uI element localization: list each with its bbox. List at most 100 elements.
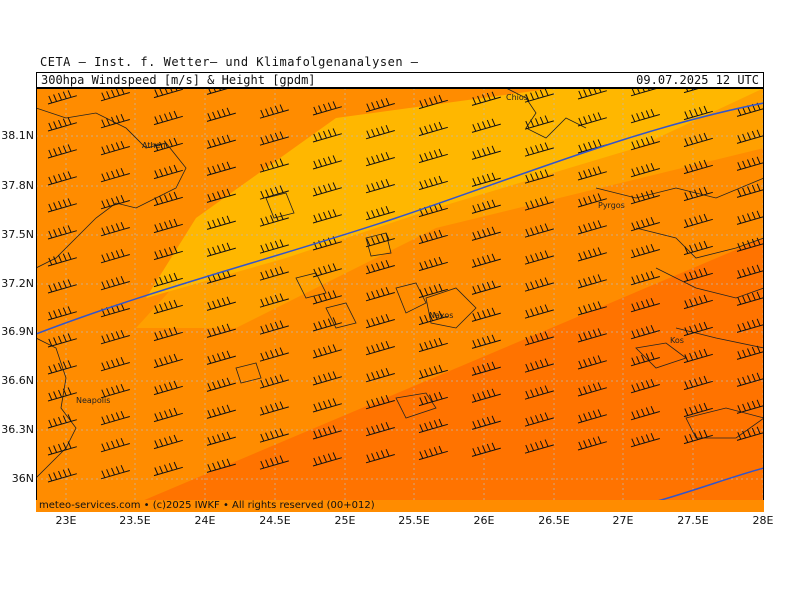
wind-barb xyxy=(312,317,342,332)
wind-barb xyxy=(259,320,289,335)
wind-barb xyxy=(153,326,183,342)
wind-barb xyxy=(312,182,342,197)
wind-barb xyxy=(471,91,501,106)
wind-barb xyxy=(736,264,764,279)
weather-map: Chios Athen Pyrgos Naxos Kos Neapolis xyxy=(36,88,764,512)
wind-barb xyxy=(47,333,77,348)
wind-barb xyxy=(577,88,607,100)
wind-barb xyxy=(683,240,713,256)
wind-barb xyxy=(47,441,77,456)
wind-barb xyxy=(471,199,501,214)
wind-barb xyxy=(683,213,713,229)
wind-barb xyxy=(418,202,448,218)
wind-barb xyxy=(683,429,713,445)
wind-barb xyxy=(683,321,713,337)
wind-barb xyxy=(206,188,236,203)
wind-barb xyxy=(153,299,183,315)
wind-barb xyxy=(365,422,395,437)
wind-barb xyxy=(259,401,289,416)
wind-barb xyxy=(153,164,183,180)
wind-barb xyxy=(365,206,395,221)
lon-tick-label: 25E xyxy=(334,514,356,527)
wind-barb xyxy=(683,375,713,391)
wind-barb xyxy=(418,256,448,272)
wind-barb xyxy=(206,377,236,392)
wind-barb xyxy=(206,458,236,473)
wind-barb xyxy=(259,212,289,227)
wind-barb xyxy=(365,287,395,302)
wind-barb xyxy=(100,411,130,426)
wind-barb xyxy=(100,438,130,453)
lon-tick-label: 28E xyxy=(752,514,774,527)
wind-barb xyxy=(365,152,395,167)
wind-barb xyxy=(471,307,501,322)
wind-barb xyxy=(418,121,448,137)
wind-barb xyxy=(153,434,183,450)
wind-barb xyxy=(524,385,554,400)
wind-barb xyxy=(47,171,77,186)
wind-barb xyxy=(153,461,183,477)
wind-barb xyxy=(312,128,342,143)
wind-barb xyxy=(630,190,660,205)
lon-tick-label: 24E xyxy=(194,514,216,527)
wind-barb xyxy=(471,334,501,349)
wind-barb xyxy=(153,218,183,234)
wind-barb xyxy=(47,414,77,429)
wind-barb xyxy=(47,387,77,402)
wind-barb xyxy=(100,303,130,318)
wind-barb xyxy=(577,112,607,127)
wind-barb xyxy=(206,323,236,338)
wind-barb xyxy=(259,185,289,200)
wind-barb xyxy=(206,215,236,230)
wind-barb xyxy=(365,233,395,248)
wind-barb xyxy=(100,384,130,399)
wind-barb xyxy=(312,425,342,440)
wind-barb xyxy=(736,129,764,144)
place-pyrgos: Pyrgos xyxy=(598,201,625,210)
wind-barb xyxy=(312,236,342,251)
wind-barb xyxy=(100,465,130,480)
wind-barb xyxy=(471,145,501,160)
wind-barb xyxy=(206,242,236,257)
wind-barb xyxy=(47,252,77,267)
wind-barb xyxy=(471,361,501,376)
wind-barb xyxy=(365,179,395,194)
wind-barb xyxy=(524,169,554,184)
lat-tick-label: 36.3N xyxy=(1,423,34,436)
wind-barb xyxy=(259,239,289,254)
wind-barb xyxy=(418,445,448,461)
wind-barb xyxy=(100,357,130,372)
coastlines xyxy=(36,88,764,479)
wind-barb xyxy=(100,88,130,102)
wind-barb xyxy=(736,102,764,117)
wind-barb xyxy=(259,428,289,443)
wind-barb xyxy=(524,439,554,454)
wind-barb xyxy=(471,415,501,430)
wind-barb xyxy=(630,271,660,286)
wind-barb xyxy=(683,294,713,310)
lat-tick-label: 37.5N xyxy=(1,228,34,241)
wind-barb xyxy=(259,347,289,362)
wind-barb xyxy=(524,412,554,427)
wind-barb xyxy=(577,436,607,451)
wind-barb xyxy=(683,348,713,364)
wind-barb xyxy=(418,391,448,407)
wind-barb xyxy=(47,225,77,240)
speed-field-low xyxy=(146,88,764,298)
wind-barb xyxy=(524,331,554,346)
wind-barb xyxy=(153,88,183,99)
wind-barb xyxy=(736,345,764,360)
header-bar: 300hpa Windspeed [m/s] & Height [gpdm] 0… xyxy=(36,72,764,88)
wind-barb xyxy=(47,279,77,294)
wind-barb xyxy=(259,131,289,146)
wind-barb xyxy=(577,193,607,208)
wind-barb xyxy=(365,368,395,383)
wind-barb xyxy=(365,395,395,410)
wind-barb xyxy=(630,163,660,178)
wind-barb xyxy=(524,358,554,373)
wind-barb xyxy=(683,159,713,175)
wind-barb xyxy=(630,244,660,259)
speed-field-upper-left xyxy=(36,88,196,248)
wind-barb xyxy=(524,277,554,292)
wind-barb xyxy=(418,283,448,299)
